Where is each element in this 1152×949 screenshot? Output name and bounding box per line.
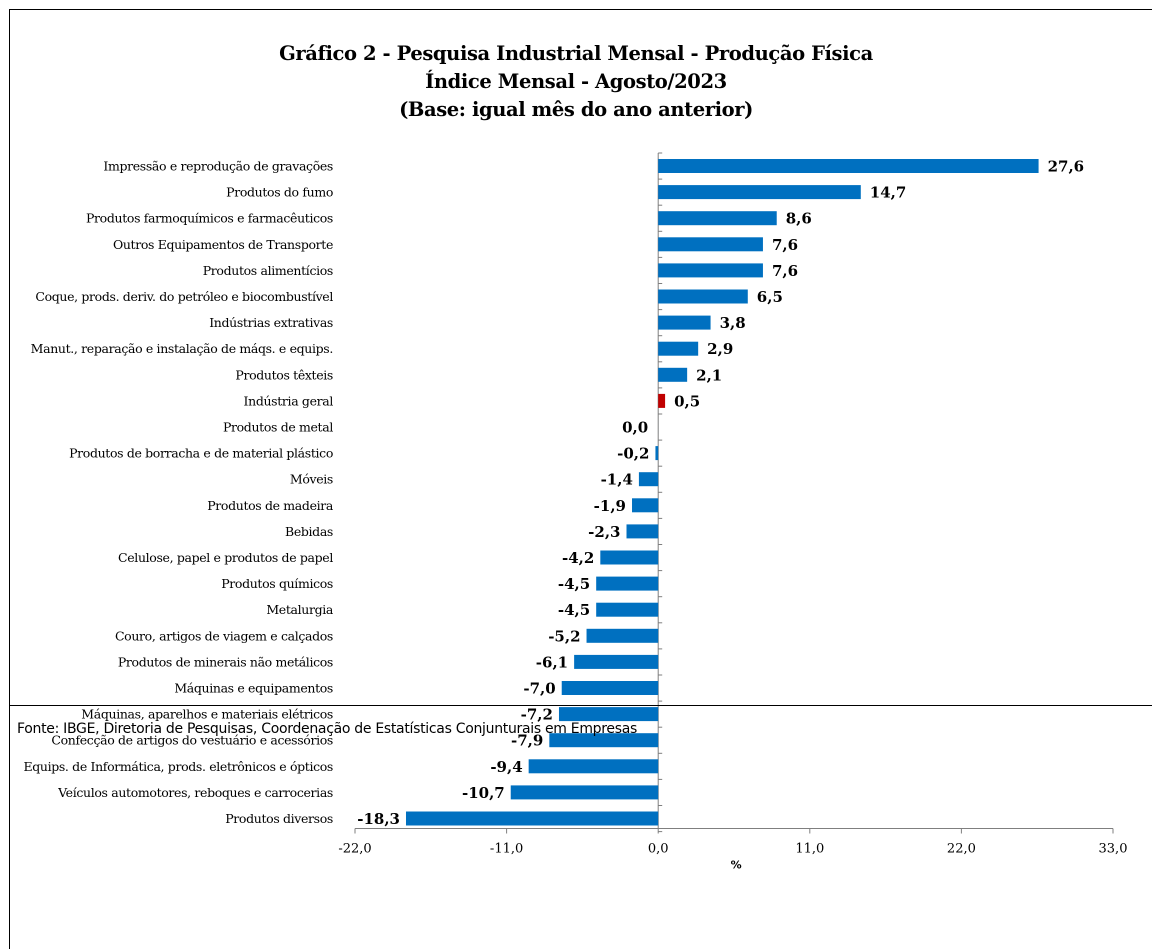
category-label: Produtos farmoquímicos e farmacêuticos: [86, 211, 333, 226]
category-label: Equips. de Informática, prods. eletrônic…: [23, 759, 333, 774]
data-label: 7,6: [772, 262, 798, 280]
value-axis-tick-label: 11,0: [795, 842, 824, 857]
category-label: Produtos de madeira: [207, 498, 334, 513]
value-axis-tick-label: 22,0: [947, 842, 976, 857]
chart-title-line-1: Gráfico 2 - Pesquisa Industrial Mensal -…: [279, 42, 873, 65]
bar: [638, 472, 659, 487]
bar: [549, 733, 659, 748]
data-label: 14,7: [870, 184, 907, 202]
category-label: Coque, prods. deriv. do petróleo e bioco…: [35, 289, 333, 304]
data-label: -7,0: [523, 680, 555, 698]
data-label: 7,6: [772, 236, 798, 254]
chart-frame: [9, 9, 1152, 949]
bar: [596, 576, 659, 591]
data-label: -4,5: [558, 601, 590, 619]
data-label: 0,5: [674, 392, 700, 410]
category-label: Bebidas: [285, 524, 333, 539]
category-label: Celulose, papel e produtos de papel: [118, 550, 333, 565]
bar: [655, 446, 659, 461]
bar: [558, 707, 659, 722]
data-label: -4,5: [558, 575, 590, 593]
category-label: Couro, artigos de viagem e calçados: [115, 628, 333, 643]
category-label: Móveis: [290, 472, 333, 487]
value-axis-tick-label: -22,0: [338, 842, 371, 857]
data-label: -10,7: [462, 784, 505, 802]
bar: [632, 498, 659, 513]
category-label: Produtos do fumo: [226, 185, 333, 200]
data-label: -5,2: [548, 627, 580, 645]
bar: [596, 602, 659, 617]
bar: [561, 681, 659, 695]
data-label: -0,2: [617, 445, 649, 463]
category-label: Produtos têxteis: [235, 367, 333, 382]
category-label: Produtos de minerais não metálicos: [118, 654, 333, 669]
footer-divider: [9, 705, 1152, 706]
data-label: -18,3: [357, 810, 400, 828]
data-label: -6,1: [536, 653, 568, 671]
data-label: -1,9: [594, 497, 626, 515]
category-label: Impressão e reprodução de gravações: [103, 159, 333, 174]
category-label: Máquinas e equipamentos: [174, 681, 333, 696]
category-label: Metalurgia: [266, 602, 334, 617]
data-label: 2,1: [696, 366, 722, 384]
category-label: Produtos de borracha e de material plást…: [69, 446, 333, 461]
value-axis-tick-label: -11,0: [490, 842, 523, 857]
chart-title: Gráfico 2 - Pesquisa Industrial Mensal -…: [0, 40, 1152, 124]
bar: [658, 159, 1039, 173]
bar: [658, 341, 699, 356]
bar: [574, 654, 659, 669]
x-axis-label: %: [731, 859, 742, 872]
bar: [658, 367, 688, 382]
category-label: Outros Equipamentos de Transporte: [113, 237, 333, 252]
value-axis-tick-label: 33,0: [1099, 842, 1128, 857]
data-label: 27,6: [1048, 158, 1085, 176]
value-axis-tick-label: 0,0: [648, 842, 669, 857]
bar: [586, 628, 659, 643]
bar: [658, 237, 763, 252]
bar: [600, 550, 659, 565]
bar: [658, 185, 861, 200]
bar: [528, 759, 659, 774]
category-label: Indústria geral: [244, 393, 334, 408]
chart-title-line-3: (Base: igual mês do ano anterior): [399, 98, 753, 121]
data-label: -2,3: [588, 523, 620, 541]
bar: [626, 524, 659, 539]
data-label: 2,9: [707, 340, 733, 358]
data-label: -1,4: [601, 471, 633, 489]
data-label: -7,2: [521, 706, 553, 724]
data-label: -9,4: [490, 758, 522, 776]
bar: [658, 263, 763, 278]
source-note: Fonte: IBGE, Diretoria de Pesquisas, Coo…: [17, 721, 637, 737]
category-label: Veículos automotores, reboques e carroce…: [57, 785, 333, 800]
category-label: Máquinas, aparelhos e materiais elétrico…: [81, 707, 333, 722]
data-label: 3,8: [720, 314, 746, 332]
bar: [658, 315, 711, 330]
category-label: Produtos diversos: [225, 811, 333, 826]
bar: [405, 811, 659, 826]
chart-title-line-2: Índice Mensal - Agosto/2023: [425, 70, 727, 93]
data-label: 6,5: [757, 288, 783, 306]
category-label: Manut., reparação e instalação de máqs. …: [31, 341, 333, 356]
bar: [658, 211, 777, 226]
category-label: Indústrias extrativas: [209, 315, 333, 330]
data-label: -7,9: [511, 732, 543, 750]
data-label: -4,2: [562, 549, 594, 567]
data-label: 8,6: [786, 210, 812, 228]
bar: [510, 785, 659, 800]
data-label: 0,0: [622, 419, 648, 437]
bar: [658, 289, 748, 304]
category-label: Produtos químicos: [221, 576, 333, 591]
category-label: Confecção de artigos do vestuário e aces…: [51, 733, 333, 748]
category-label: Produtos alimentícios: [203, 263, 333, 278]
bar: [658, 393, 666, 408]
category-label: Produtos de metal: [223, 420, 333, 435]
